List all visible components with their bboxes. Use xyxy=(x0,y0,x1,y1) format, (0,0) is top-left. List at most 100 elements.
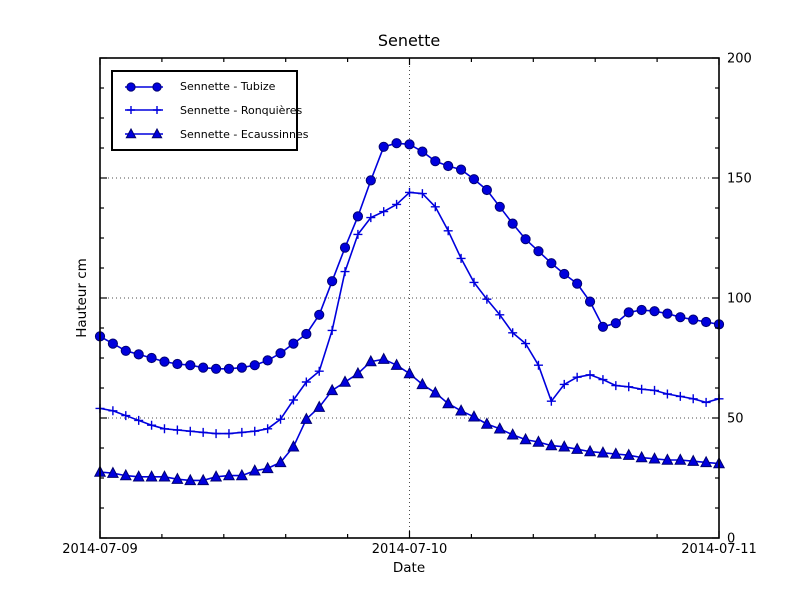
triangle-marker xyxy=(106,466,119,478)
circle-marker xyxy=(288,338,299,349)
circle-marker xyxy=(210,363,222,374)
y-tick-label-4: 200 xyxy=(727,52,752,67)
x-tick-label-2: 2014-07-11 xyxy=(681,542,757,557)
circle-marker xyxy=(455,164,467,175)
circle-marker xyxy=(378,141,389,152)
triangle-marker xyxy=(661,453,674,465)
plus-marker xyxy=(250,426,260,436)
plus-marker xyxy=(405,187,414,197)
plus-marker xyxy=(482,294,492,304)
legend-row-ecaussinnes: Sennette - Ecaussinnes xyxy=(121,126,309,142)
triangle-marker xyxy=(184,473,197,486)
plus-marker xyxy=(585,370,595,380)
plus-marker xyxy=(211,429,221,439)
triangle-marker xyxy=(261,461,274,474)
circle-marker xyxy=(623,307,634,318)
plus-marker xyxy=(572,372,582,382)
circle-marker xyxy=(172,358,183,370)
circle-marker xyxy=(236,362,247,373)
triangle-marker xyxy=(558,440,571,452)
plus-marker xyxy=(559,379,569,389)
x-tick-label-1: 2014-07-10 xyxy=(372,542,448,557)
triangle-marker xyxy=(480,417,493,429)
circle-marker xyxy=(301,328,312,340)
series-ecaussinnes xyxy=(93,352,726,486)
circle-marker xyxy=(688,314,699,325)
circle-marker xyxy=(120,345,131,356)
triangle-marker xyxy=(571,442,584,454)
plus-marker xyxy=(126,106,136,115)
plus-marker xyxy=(624,382,634,392)
plus-marker xyxy=(353,229,363,239)
plus-marker xyxy=(598,375,608,385)
circle-marker xyxy=(404,139,415,150)
triangle-marker xyxy=(171,472,184,484)
series-tubize-markers xyxy=(94,138,725,374)
series-ecaussinnes-markers xyxy=(93,352,726,486)
circle-marker xyxy=(610,318,621,329)
circle-marker xyxy=(185,360,196,371)
series-ronquieres xyxy=(95,187,724,439)
y-tick-label-3: 150 xyxy=(727,172,752,187)
circle-marker xyxy=(546,258,557,269)
x-axis-label: Date xyxy=(393,560,425,576)
plus-marker xyxy=(185,426,195,436)
plus-marker xyxy=(417,189,427,199)
circle-marker xyxy=(533,246,544,257)
plus-marker xyxy=(108,406,118,416)
triangle-marker xyxy=(519,432,532,445)
circle-marker xyxy=(572,278,583,289)
circle-marker xyxy=(223,363,235,374)
plus-marker xyxy=(392,199,402,209)
triangle-marker xyxy=(532,435,545,447)
plus-marker xyxy=(701,397,711,407)
triangle-marker xyxy=(390,358,403,370)
circle-marker xyxy=(327,276,338,287)
triangle-marker xyxy=(674,453,687,465)
triangle-marker xyxy=(442,396,455,409)
plus-marker xyxy=(675,391,685,401)
plus-marker xyxy=(172,425,182,435)
circle-marker xyxy=(262,355,273,366)
plus-marker xyxy=(159,424,169,434)
plot-area: 2014-07-09 2014-07-10 2014-07-110 50 100 150 2… xyxy=(62,52,757,558)
plus-marker xyxy=(134,415,144,425)
triangle-marker xyxy=(455,404,468,416)
triangle-marker xyxy=(467,410,481,422)
plus-marker xyxy=(546,396,556,406)
circle-marker xyxy=(365,175,376,186)
circle-marker xyxy=(584,296,596,307)
plus-marker xyxy=(521,339,531,349)
circle-marker xyxy=(152,82,162,92)
circle-marker xyxy=(391,138,402,149)
triangle-marker xyxy=(132,470,145,482)
circle-marker xyxy=(636,304,647,316)
circle-marker xyxy=(352,211,364,222)
plus-marker xyxy=(237,427,247,437)
circle-marker xyxy=(507,218,518,229)
circle-marker xyxy=(701,316,712,328)
triangle-marker xyxy=(351,366,364,379)
tubize-circle-legend-marker xyxy=(125,82,163,92)
plus-marker xyxy=(688,394,698,404)
plus-marker xyxy=(224,429,234,439)
y-tick-label-2: 100 xyxy=(727,292,752,307)
circle-marker xyxy=(649,306,660,317)
triangle-marker xyxy=(493,422,506,434)
x-tick-labels: 2014-07-09 2014-07-10 2014-07-11 xyxy=(62,542,757,557)
triangle-marker xyxy=(609,447,622,459)
plus-marker xyxy=(430,202,440,212)
plus-marker xyxy=(508,328,518,338)
triangle-marker xyxy=(125,128,137,139)
circle-marker xyxy=(481,184,492,196)
plus-marker xyxy=(121,411,131,421)
circle-marker xyxy=(133,349,144,360)
plus-marker xyxy=(288,395,298,405)
plus-marker xyxy=(314,366,324,376)
circle-marker xyxy=(126,82,136,92)
circle-marker xyxy=(198,362,209,373)
axis-ticks xyxy=(99,57,720,539)
triangle-marker xyxy=(248,464,261,476)
